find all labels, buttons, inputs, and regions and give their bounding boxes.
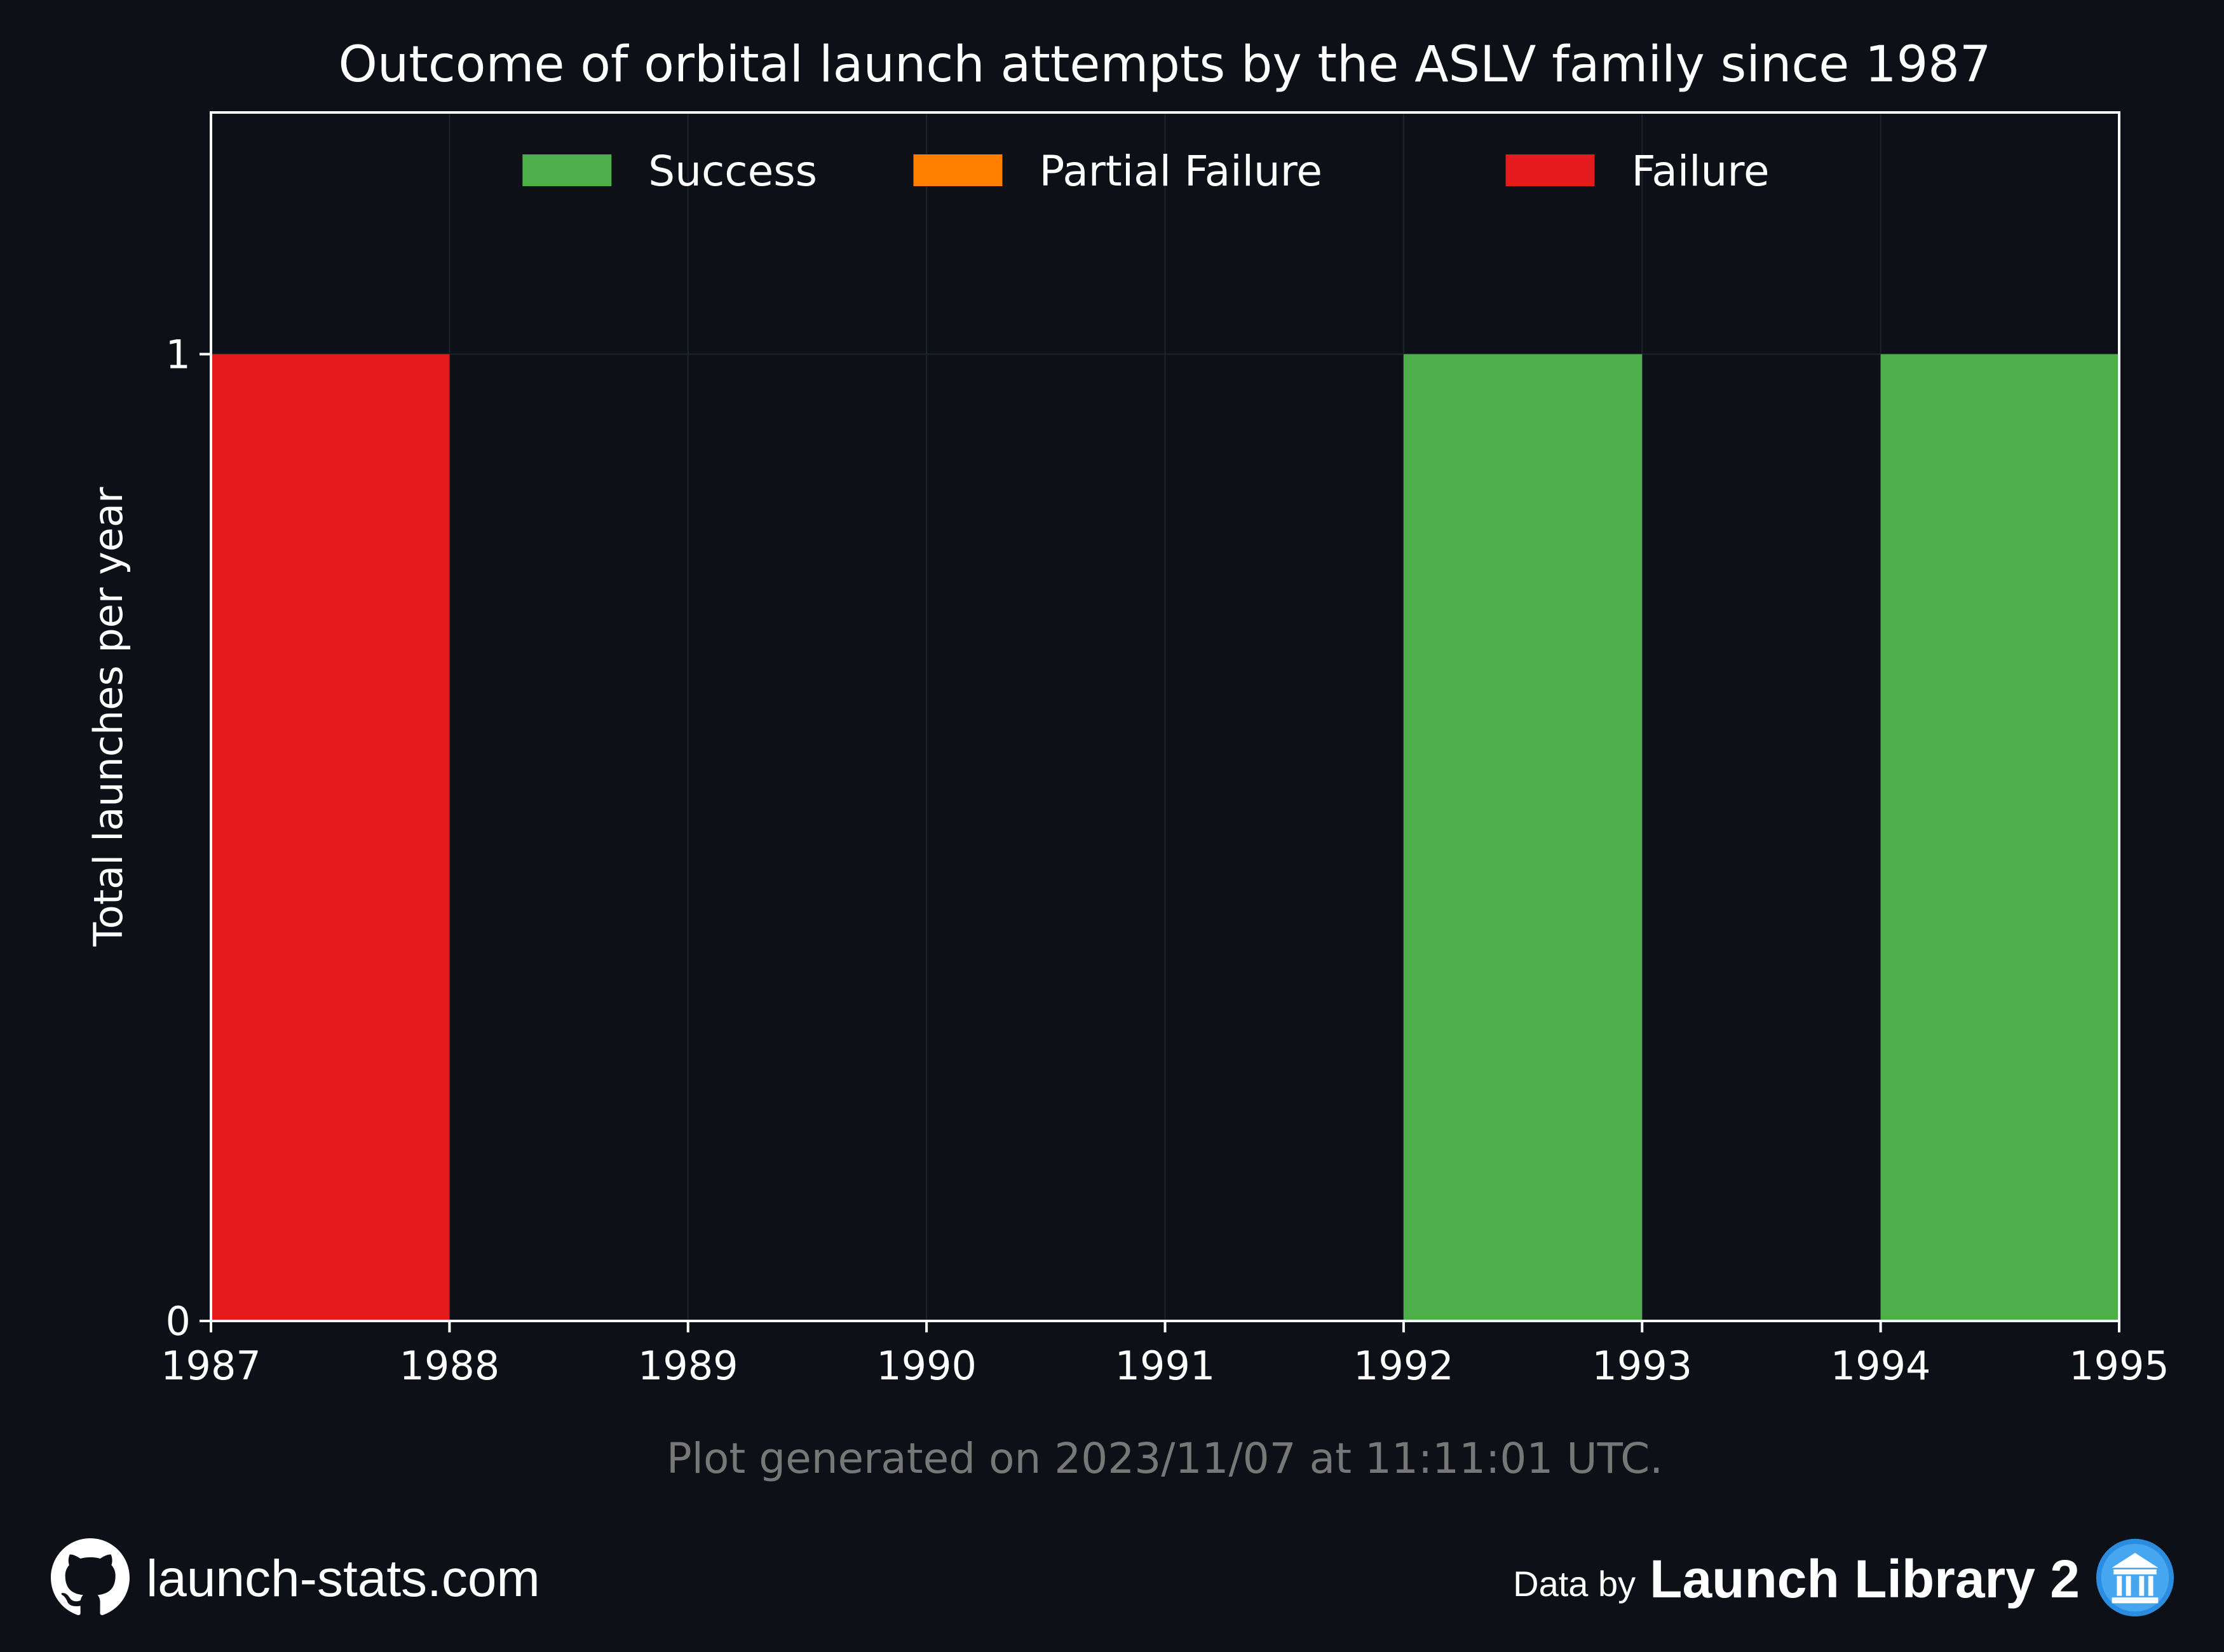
bar-success-1994	[1880, 354, 2119, 1321]
footer-credit: Data by Launch Library 2	[1513, 1534, 2176, 1623]
legend: Success Partial Failure Failure	[522, 147, 1770, 196]
legend-label-failure: Failure	[1632, 147, 1770, 196]
x-tick-label: 1988	[399, 1343, 499, 1389]
footer-site: launch-stats.com	[51, 1534, 540, 1623]
generated-note: Plot generated on 2023/11/07 at 11:11:01…	[667, 1434, 1663, 1483]
bar-success-1992	[1403, 354, 1643, 1321]
y-tick-label: 1	[166, 331, 191, 377]
legend-label-partial-failure: Partial Failure	[1040, 147, 1323, 196]
x-tick-label: 1990	[876, 1343, 977, 1389]
x-tick-label: 1989	[638, 1343, 738, 1389]
site-link[interactable]: launch-stats.com	[146, 1550, 540, 1608]
ticks: 1987 1988 1989 1990 1991 1992 1993 1994 1995 0 1	[161, 331, 2169, 1389]
y-tick-label: 0	[166, 1298, 191, 1344]
x-tick-label: 1992	[1353, 1343, 1454, 1389]
chart-title: Outcome of orbital launch attempts by th…	[338, 36, 1991, 93]
bar-failure-1987	[211, 354, 450, 1321]
legend-swatch-failure	[1505, 154, 1595, 186]
y-axis-label: Total launches per year	[85, 487, 132, 947]
x-tick-label: 1993	[1592, 1343, 1692, 1389]
x-tick-label: 1995	[2069, 1343, 2169, 1389]
bars	[211, 354, 2119, 1321]
x-tick-label: 1987	[161, 1343, 261, 1389]
grid	[210, 112, 2120, 1322]
x-tick-label: 1994	[1831, 1343, 1931, 1389]
legend-swatch-partial-failure	[913, 154, 1003, 186]
legend-swatch-success	[522, 154, 612, 186]
x-tick-label: 1991	[1115, 1343, 1216, 1389]
launch-library-icon	[2094, 1536, 2176, 1622]
source-link[interactable]: Launch Library 2	[1650, 1548, 2080, 1609]
github-icon[interactable]	[51, 1538, 130, 1620]
data-by-label: Data by	[1513, 1563, 1636, 1604]
legend-label-success: Success	[648, 147, 817, 196]
